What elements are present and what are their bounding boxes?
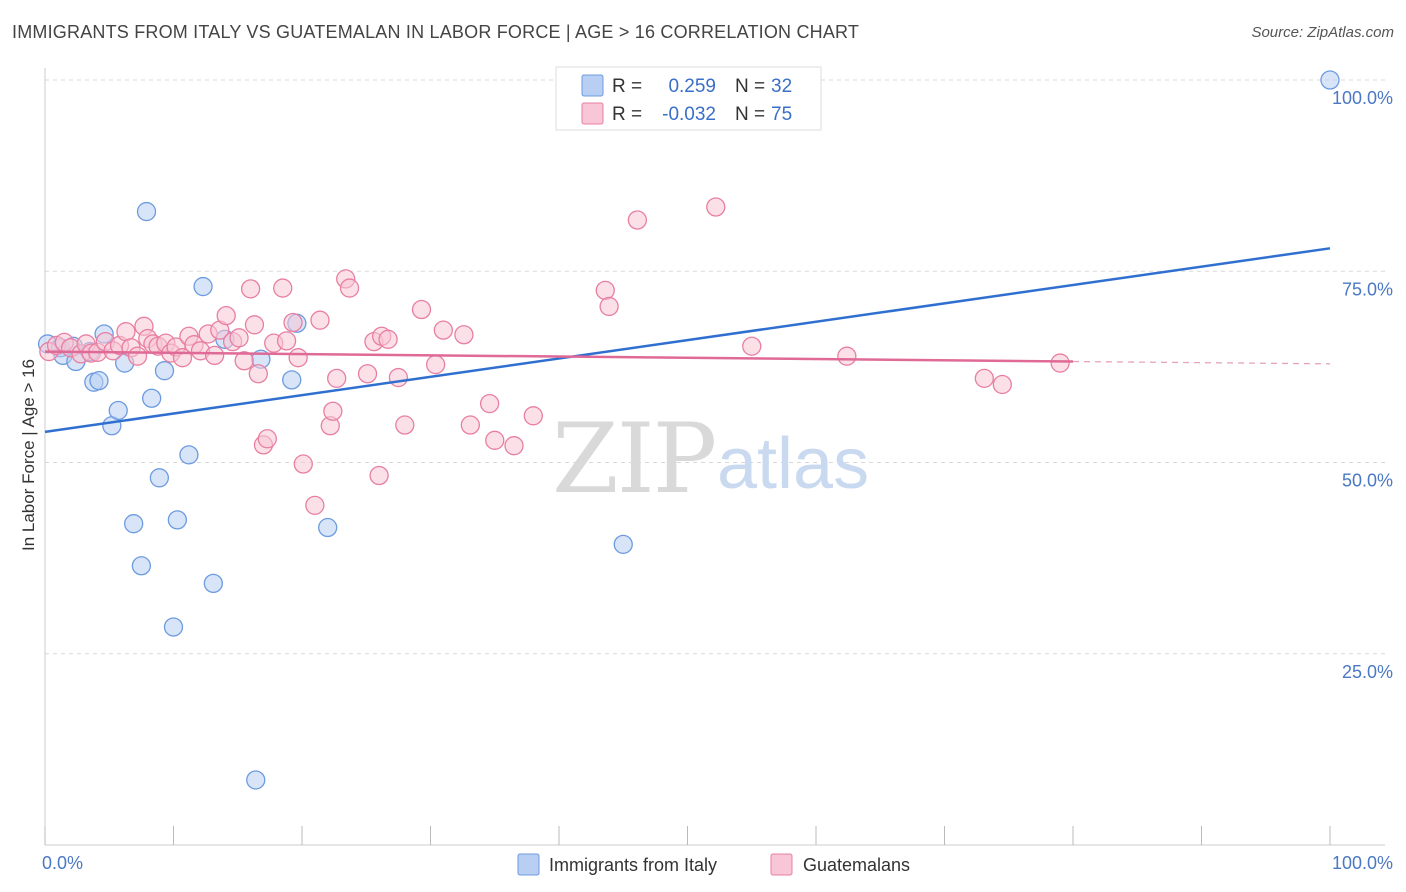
stats-r-value-italy: 0.259 [668, 76, 716, 97]
point-guatemalans [454, 325, 474, 345]
point-guatemalans [425, 354, 446, 375]
legend-label-italy: Immigrants from Italy [549, 855, 717, 875]
trend-line-italy [44, 247, 1331, 434]
point-guatemalans [388, 367, 409, 388]
watermark-atlas: atlas [717, 424, 869, 504]
stats-r-label-guatemalans: R = [612, 104, 642, 125]
axes [44, 68, 1385, 846]
point-guatemalans [273, 278, 293, 298]
point-guatemalans [479, 393, 500, 414]
point-guatemalans [460, 415, 480, 435]
point-guatemalans [323, 401, 343, 421]
point-guatemalans [523, 406, 543, 426]
stats-r-value-guatemalans: -0.032 [662, 104, 716, 125]
legend-swatch-italy [517, 853, 540, 876]
point-guatemalans [234, 351, 254, 371]
stats-n-label-guatemalans: N = [735, 104, 765, 125]
point-guatemalans [229, 328, 249, 348]
point-guatemalans [244, 315, 265, 335]
point-guatemalans [411, 299, 432, 320]
point-italy [131, 556, 152, 576]
point-guatemalans [599, 296, 619, 317]
x-tick-label: 100.0% [1332, 853, 1393, 873]
stats-r-label-italy: R = [612, 76, 642, 97]
point-guatemalans [288, 348, 308, 368]
stats-n-label-italy: N = [735, 76, 765, 97]
point-italy [163, 617, 184, 637]
chart-title: IMMIGRANTS FROM ITALY VS GUATEMALAN IN L… [12, 22, 860, 42]
legend-swatch-guatemalans [770, 853, 793, 876]
trend-line-guatemalans-extension [1072, 360, 1331, 365]
point-guatemalans [293, 454, 313, 474]
point-guatemalans [248, 364, 268, 384]
point-italy [89, 370, 109, 391]
point-guatemalans [742, 336, 762, 356]
point-guatemalans [204, 345, 225, 366]
x-tick-labels: 0.0% 100.0% [42, 853, 1393, 873]
point-italy [136, 201, 157, 222]
point-italy [203, 573, 223, 594]
point-guatemalans [1050, 353, 1070, 373]
point-guatemalans [305, 495, 325, 515]
point-italy [613, 534, 633, 555]
point-guatemalans [327, 368, 347, 389]
y-tick-label: 100.0% [1332, 88, 1393, 108]
point-guatemalans [595, 280, 615, 301]
watermark-zip: ZIP [552, 403, 715, 515]
y-tick-label: 50.0% [1342, 471, 1393, 491]
point-guatemalans [276, 331, 297, 351]
point-guatemalans [627, 210, 648, 230]
point-guatemalans [504, 436, 524, 456]
point-guatemalans [974, 368, 994, 389]
y-tick-label: 75.0% [1342, 279, 1393, 299]
y-tick-labels: 25.0% 50.0% 75.0% 100.0% [1332, 88, 1393, 682]
point-italy [1320, 70, 1340, 90]
point-guatemalans [216, 305, 236, 326]
point-guatemalans [837, 346, 857, 366]
point-italy [179, 445, 199, 465]
point-guatemalans [706, 197, 726, 217]
point-italy [246, 770, 266, 790]
watermark: ZIP atlas [552, 403, 869, 515]
stats-n-value-italy: 32 [771, 76, 792, 97]
stats-n-value-guatemalans: 75 [771, 104, 792, 125]
legend-label-guatemalans: Guatemalans [803, 855, 910, 875]
point-italy [167, 510, 188, 530]
source-label: Source: ZipAtlas.com [1251, 24, 1394, 41]
point-guatemalans [395, 415, 415, 435]
point-guatemalans [485, 430, 505, 450]
point-italy [149, 468, 170, 488]
point-guatemalans [257, 429, 277, 449]
stats-box: R = 0.259 N = 32 R = -0.032 N = 75 [555, 66, 822, 131]
point-guatemalans [116, 322, 136, 342]
point-guatemalans [339, 278, 360, 298]
point-italy [282, 370, 302, 390]
legend: Immigrants from Italy Guatemalans [517, 853, 910, 876]
point-guatemalans [433, 320, 454, 340]
point-italy [142, 388, 162, 408]
point-guatemalans [127, 346, 148, 366]
point-guatemalans [378, 329, 398, 349]
trend-line-guatemalans [44, 350, 1074, 363]
point-guatemalans [369, 465, 389, 486]
point-italy [124, 514, 144, 534]
point-guatemalans [357, 364, 378, 384]
stats-swatch-italy [581, 74, 604, 97]
point-guatemalans [992, 374, 1012, 395]
y-tick-label: 25.0% [1342, 662, 1393, 682]
point-italy [193, 276, 213, 297]
point-italy [154, 361, 175, 381]
point-guatemalans [283, 312, 303, 333]
stats-swatch-guatemalans [581, 102, 604, 125]
point-italy [108, 400, 128, 421]
point-italy [318, 517, 338, 538]
point-guatemalans [310, 310, 330, 330]
point-guatemalans [240, 279, 261, 299]
trend-lines [44, 247, 1331, 434]
x-tick-label: 0.0% [42, 853, 83, 873]
y-axis-label: In Labor Force | Age > 16 [19, 359, 38, 551]
